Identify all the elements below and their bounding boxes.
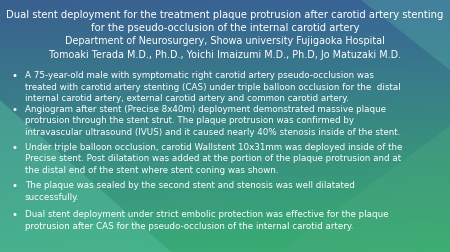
Polygon shape: [279, 126, 450, 252]
Text: Tomoaki Terada M.D., Ph.D., Yoichi Imaizumi M.D., Ph.D, Jo Matuzaki M.D.: Tomoaki Terada M.D., Ph.D., Yoichi Imaiz…: [49, 49, 401, 59]
Polygon shape: [360, 0, 450, 71]
Text: for the pseudo-occlusion of the internal carotid artery: for the pseudo-occlusion of the internal…: [91, 23, 359, 33]
Text: •: •: [11, 181, 17, 191]
Text: •: •: [11, 105, 17, 115]
Text: •: •: [11, 71, 17, 81]
Text: Dual stent deployment for the treatment plaque protrusion after carotid artery s: Dual stent deployment for the treatment …: [6, 10, 444, 20]
Text: Angiogram after stent (Precise 8x40m) deployment demonstrated massive plaque
pro: Angiogram after stent (Precise 8x40m) de…: [25, 105, 400, 136]
Text: Dual stent deployment under strict embolic protection was effective for the plaq: Dual stent deployment under strict embol…: [25, 210, 388, 230]
Text: •: •: [11, 142, 17, 152]
Text: Under triple balloon occlusion, carotid Wallstent 10x31mm was deployed inside of: Under triple balloon occlusion, carotid …: [25, 142, 402, 174]
Text: •: •: [11, 210, 17, 220]
Text: Department of Neurosurgery, Showa university Fujigaoka Hospital: Department of Neurosurgery, Showa univer…: [65, 36, 385, 46]
Text: A 75-year-old male with symptomatic right carotid artery pseudo-occlusion was
tr: A 75-year-old male with symptomatic righ…: [25, 71, 400, 103]
Polygon shape: [0, 101, 171, 252]
Text: The plaque was sealed by the second stent and stenosis was well dilatated
succes: The plaque was sealed by the second sten…: [25, 181, 355, 201]
